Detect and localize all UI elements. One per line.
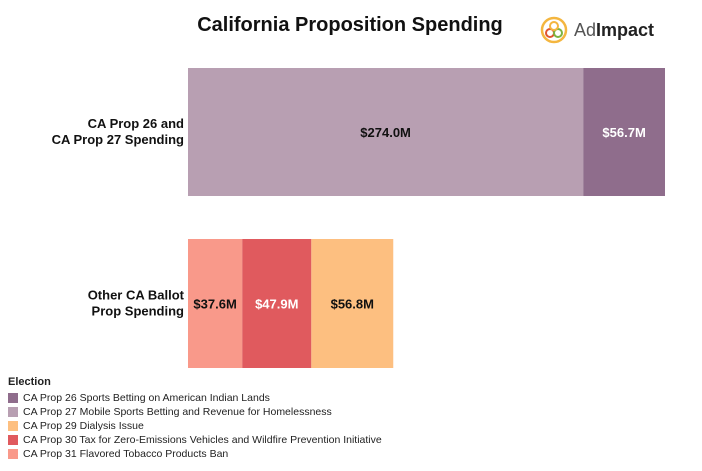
- category-label: CA Prop 26 and CA Prop 27 Spending: [52, 116, 184, 147]
- bar-segment: [311, 239, 394, 368]
- legend-swatch: [8, 421, 18, 431]
- data-label: $56.7M: [602, 125, 645, 140]
- adimpact-logo-text: AdImpact: [574, 19, 655, 40]
- legend-item: CA Prop 29 Dialysis Issue: [8, 419, 382, 433]
- legend-item: CA Prop 30 Tax for Zero-Emissions Vehicl…: [8, 433, 382, 447]
- legend-label: CA Prop 26 Sports Betting on American In…: [23, 392, 270, 404]
- bar-segment: [583, 68, 665, 196]
- legend-swatch: [8, 393, 18, 403]
- legend-swatch: [8, 435, 18, 445]
- data-label: $274.0M: [360, 125, 411, 140]
- legend-item: CA Prop 27 Mobile Sports Betting and Rev…: [8, 405, 382, 419]
- legend-item: CA Prop 26 Sports Betting on American In…: [8, 391, 382, 405]
- bar-segment: [188, 239, 243, 368]
- data-label: $37.6M: [193, 297, 236, 312]
- legend-items: CA Prop 26 Sports Betting on American In…: [8, 391, 382, 461]
- legend-label: CA Prop 27 Mobile Sports Betting and Rev…: [23, 406, 332, 418]
- adimpact-logo-icon: [540, 16, 568, 44]
- chart-title: California Proposition Spending: [197, 14, 503, 36]
- adimpact-logo: AdImpact: [540, 16, 654, 44]
- legend: Election CA Prop 26 Sports Betting on Am…: [8, 376, 382, 461]
- legend-swatch: [8, 449, 18, 459]
- legend-label: CA Prop 30 Tax for Zero-Emissions Vehicl…: [23, 434, 382, 446]
- legend-item: CA Prop 31 Flavored Tobacco Products Ban: [8, 447, 382, 461]
- legend-label: CA Prop 31 Flavored Tobacco Products Ban: [23, 448, 229, 460]
- bar-segment: [188, 68, 584, 196]
- legend-label: CA Prop 29 Dialysis Issue: [23, 420, 144, 432]
- data-label: $56.8M: [331, 297, 374, 312]
- bar-segment: [242, 239, 312, 368]
- data-label: $47.9M: [255, 297, 298, 312]
- legend-swatch: [8, 407, 18, 417]
- category-label: Other CA Ballot Prop Spending: [88, 288, 185, 319]
- legend-title: Election: [8, 376, 51, 388]
